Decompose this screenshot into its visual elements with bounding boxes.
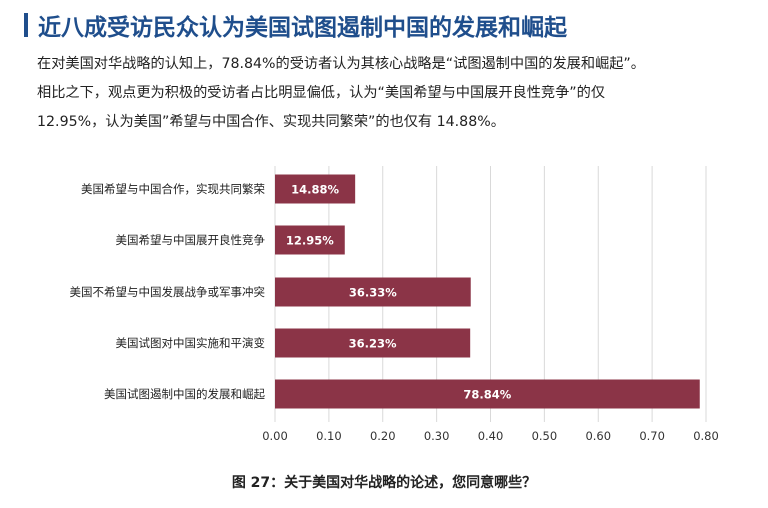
bar — [275, 328, 471, 358]
summary-line-2: 相比之下，观点更为积极的受访者占比明显偏低，认为“美国希望与中国展开良性竞争”的… — [37, 85, 606, 101]
summary-paragraph: 在对美国对华战略的认知上，78.84%的受访者认为其核心战略是“试图遏制中国的发… — [37, 50, 757, 137]
summary-line-3: 12.95%，认为美国”希望与中国合作、实现共同繁荣”的也仅有 14.88%。 — [37, 114, 505, 130]
bar-value-label: 36.33% — [349, 286, 397, 300]
figure-caption: 图 27：关于美国对华战略的论述，您同意哪些？ — [231, 475, 537, 491]
bar — [275, 379, 700, 409]
page-heading: 近八成受访民众认为美国试图遏制中国的发展和崛起 — [24, 8, 567, 42]
category-label: 美国希望与中国展开良性竞争 — [116, 233, 266, 247]
heading-title: 近八成受访民众认为美国试图遏制中国的发展和崛起 — [38, 15, 567, 41]
bar-chart: 0.00 0.10 0.20 0.30 0.40 0.50 0.60 0.70 0.80 14.8… — [70, 166, 719, 443]
category-label: 美国希望与中国合作，实现共同繁荣 — [81, 182, 265, 196]
x-tick-label: 0.20 — [370, 429, 396, 443]
bar — [275, 225, 345, 255]
category-label: 美国试图遏制中国的发展和崛起 — [104, 387, 265, 401]
bar-value-label: 78.84% — [463, 388, 511, 402]
x-tick-label: 0.50 — [532, 429, 558, 443]
bar-value-label: 36.23% — [349, 337, 397, 351]
bar — [275, 174, 356, 204]
category-label: 美国不希望与中国发展战争或军事冲突 — [70, 285, 266, 299]
x-tick-label: 0.60 — [585, 429, 611, 443]
x-tick-label: 0.00 — [262, 429, 288, 443]
summary-line-1: 在对美国对华战略的认知上，78.84%的受访者认为其核心战略是“试图遏制中国的发… — [37, 56, 645, 72]
category-label: 美国试图对中国实施和平演变 — [116, 336, 266, 350]
x-tick-label: 0.10 — [316, 429, 342, 443]
x-tick-label: 0.30 — [424, 429, 450, 443]
x-tick-label: 0.80 — [693, 429, 719, 443]
bar — [275, 277, 471, 307]
x-tick-label: 0.40 — [478, 429, 504, 443]
bar-value-label: 14.88% — [291, 183, 339, 197]
heading-accent-bar — [24, 13, 28, 37]
bar-value-label: 12.95% — [286, 234, 334, 248]
x-tick-label: 0.70 — [639, 429, 665, 443]
